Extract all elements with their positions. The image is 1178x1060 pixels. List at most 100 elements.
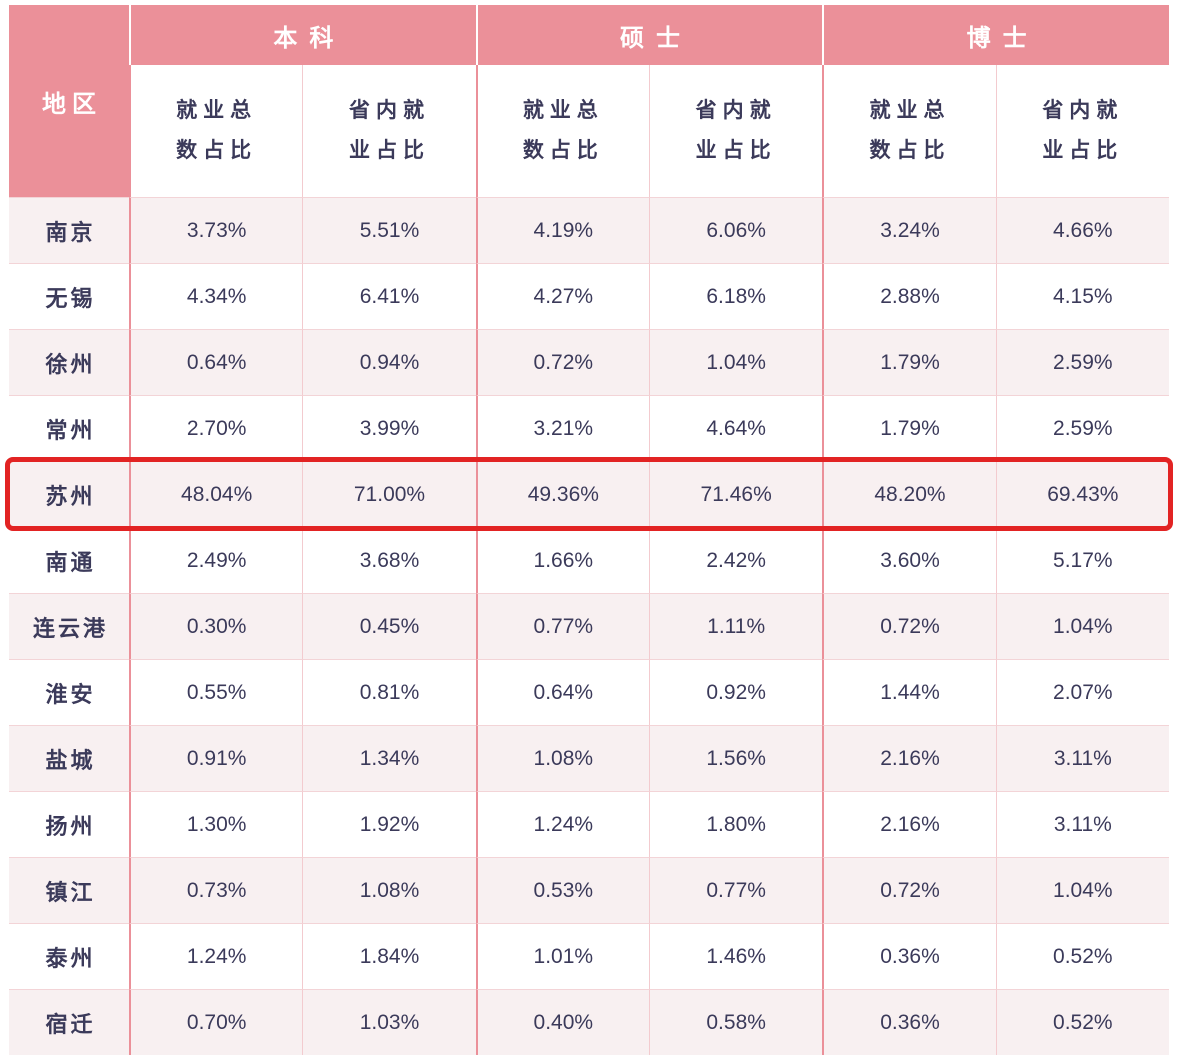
value-cell: 5.51% bbox=[302, 197, 476, 263]
region-name: 宿迁 bbox=[9, 989, 129, 1055]
value-cell: 2.42% bbox=[648, 527, 823, 593]
sub-header-1: 就业总数占比 bbox=[129, 65, 303, 197]
sub-header-4: 省内就业占比 bbox=[648, 65, 823, 197]
value-cell: 0.72% bbox=[822, 857, 996, 923]
value-cell: 1.03% bbox=[302, 989, 476, 1055]
value-cell: 1.56% bbox=[648, 725, 823, 791]
value-cell: 0.58% bbox=[648, 989, 823, 1055]
value-cell: 1.08% bbox=[475, 725, 649, 791]
value-cell: 1.08% bbox=[302, 857, 476, 923]
value-cell: 3.99% bbox=[302, 395, 476, 461]
region-row: 南京 3.73% 5.51% 4.19% 6.06% 3.24% 4.66% bbox=[9, 197, 1169, 263]
value-cell: 6.41% bbox=[302, 263, 476, 329]
value-cell: 3.73% bbox=[129, 197, 303, 263]
value-cell: 1.04% bbox=[648, 329, 823, 395]
value-cell: 2.59% bbox=[995, 329, 1169, 395]
region-name: 南通 bbox=[9, 527, 129, 593]
group-header-doctor: 博士 bbox=[822, 5, 1169, 65]
value-cell: 0.55% bbox=[129, 659, 303, 725]
value-cell: 0.91% bbox=[129, 725, 303, 791]
region-row: 常州 2.70% 3.99% 3.21% 4.64% 1.79% 2.59% bbox=[9, 395, 1169, 461]
region-row: 南通 2.49% 3.68% 1.66% 2.42% 3.60% 5.17% bbox=[9, 527, 1169, 593]
value-cell: 2.07% bbox=[995, 659, 1169, 725]
value-cell: 2.70% bbox=[129, 395, 303, 461]
value-cell: 4.34% bbox=[129, 263, 303, 329]
region-row: 苏州 48.04% 71.00% 49.36% 71.46% 48.20% 69.43% bbox=[9, 461, 1169, 527]
region-name: 扬州 bbox=[9, 791, 129, 857]
region-row: 泰州 1.24% 1.84% 1.01% 1.46% 0.36% 0.52% bbox=[9, 923, 1169, 989]
degree-group-header-row: 地区 本科 硕士 博士 bbox=[9, 5, 1169, 197]
value-cell: 0.64% bbox=[129, 329, 303, 395]
value-cell: 0.92% bbox=[648, 659, 823, 725]
value-cell: 4.64% bbox=[648, 395, 823, 461]
value-cell: 3.11% bbox=[995, 725, 1169, 791]
value-cell: 3.21% bbox=[475, 395, 649, 461]
region-row: 盐城 0.91% 1.34% 1.08% 1.56% 2.16% 3.11% bbox=[9, 725, 1169, 791]
region-row: 淮安 0.55% 0.81% 0.64% 0.92% 1.44% 2.07% bbox=[9, 659, 1169, 725]
value-cell: 1.80% bbox=[648, 791, 823, 857]
sub-header-6: 省内就业占比 bbox=[995, 65, 1169, 197]
value-cell: 0.72% bbox=[475, 329, 649, 395]
region-column-header: 地区 bbox=[9, 5, 129, 197]
region-row: 无锡 4.34% 6.41% 4.27% 6.18% 2.88% 4.15% bbox=[9, 263, 1169, 329]
value-cell: 0.36% bbox=[822, 923, 996, 989]
value-cell: 3.24% bbox=[822, 197, 996, 263]
region-name: 镇江 bbox=[9, 857, 129, 923]
value-cell: 1.34% bbox=[302, 725, 476, 791]
employment-ratio-table: 地区 本科 硕士 博士 就业总数占比 省内就业占比 就业总数占比 省内就业占比 就业总数… bbox=[9, 5, 1169, 1055]
value-cell: 2.49% bbox=[129, 527, 303, 593]
value-cell: 0.77% bbox=[648, 857, 823, 923]
value-cell: 1.24% bbox=[129, 923, 303, 989]
value-cell: 2.16% bbox=[822, 725, 996, 791]
sub-header-label: 就业总数占比 bbox=[869, 99, 951, 162]
sub-header-row: 就业总数占比 省内就业占比 就业总数占比 省内就业占比 就业总数占比 省内就业占比 bbox=[9, 65, 1169, 197]
table-wrap: 地区 本科 硕士 博士 就业总数占比 省内就业占比 就业总数占比 省内就业占比 就业总数… bbox=[5, 5, 1173, 1055]
value-cell: 3.11% bbox=[995, 791, 1169, 857]
value-cell: 0.53% bbox=[475, 857, 649, 923]
value-cell: 0.81% bbox=[302, 659, 476, 725]
value-cell: 1.01% bbox=[475, 923, 649, 989]
sub-header-label: 省内就业占比 bbox=[348, 99, 430, 162]
value-cell: 49.36% bbox=[475, 461, 649, 527]
value-cell: 3.68% bbox=[302, 527, 476, 593]
value-cell: 2.16% bbox=[822, 791, 996, 857]
value-cell: 0.73% bbox=[129, 857, 303, 923]
region-name: 盐城 bbox=[9, 725, 129, 791]
region-name: 泰州 bbox=[9, 923, 129, 989]
value-cell: 1.46% bbox=[648, 923, 823, 989]
value-cell: 4.27% bbox=[475, 263, 649, 329]
value-cell: 1.24% bbox=[475, 791, 649, 857]
value-cell: 71.46% bbox=[648, 461, 823, 527]
value-cell: 0.52% bbox=[995, 989, 1169, 1055]
region-name: 常州 bbox=[9, 395, 129, 461]
sub-header-label: 省内就业占比 bbox=[1042, 99, 1124, 162]
value-cell: 48.20% bbox=[822, 461, 996, 527]
value-cell: 1.84% bbox=[302, 923, 476, 989]
value-cell: 6.06% bbox=[648, 197, 823, 263]
value-cell: 2.88% bbox=[822, 263, 996, 329]
value-cell: 1.92% bbox=[302, 791, 476, 857]
sub-header-label: 就业总数占比 bbox=[522, 99, 604, 162]
region-row: 连云港 0.30% 0.45% 0.77% 1.11% 0.72% 1.04% bbox=[9, 593, 1169, 659]
group-header-master: 硕士 bbox=[475, 5, 823, 65]
value-cell: 0.94% bbox=[302, 329, 476, 395]
value-cell: 3.60% bbox=[822, 527, 996, 593]
value-cell: 0.45% bbox=[302, 593, 476, 659]
table-body: 南京 3.73% 5.51% 4.19% 6.06% 3.24% 4.66% 无锡 4.34% 6… bbox=[9, 197, 1169, 1055]
value-cell: 0.72% bbox=[822, 593, 996, 659]
value-cell: 1.66% bbox=[475, 527, 649, 593]
value-cell: 48.04% bbox=[129, 461, 303, 527]
value-cell: 0.36% bbox=[822, 989, 996, 1055]
value-cell: 1.04% bbox=[995, 593, 1169, 659]
value-cell: 0.52% bbox=[995, 923, 1169, 989]
value-cell: 0.64% bbox=[475, 659, 649, 725]
value-cell: 69.43% bbox=[995, 461, 1169, 527]
value-cell: 4.66% bbox=[995, 197, 1169, 263]
value-cell: 0.70% bbox=[129, 989, 303, 1055]
value-cell: 1.04% bbox=[995, 857, 1169, 923]
region-row: 镇江 0.73% 1.08% 0.53% 0.77% 0.72% 1.04% bbox=[9, 857, 1169, 923]
sub-header-2: 省内就业占比 bbox=[302, 65, 476, 197]
value-cell: 4.19% bbox=[475, 197, 649, 263]
value-cell: 1.79% bbox=[822, 329, 996, 395]
